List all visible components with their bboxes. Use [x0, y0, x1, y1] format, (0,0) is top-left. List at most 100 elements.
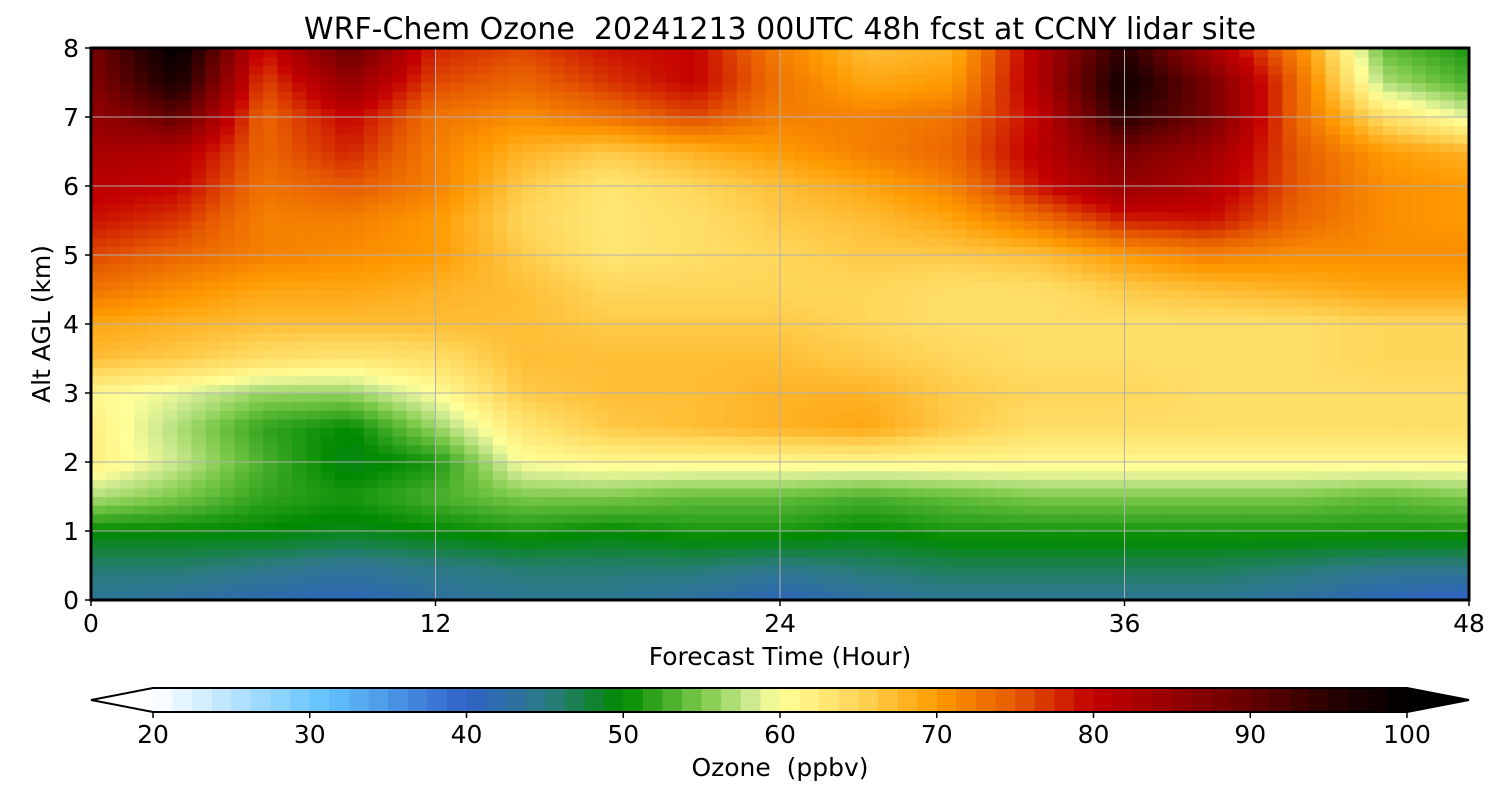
heatmap-cell [105, 220, 121, 230]
heatmap-cell [148, 349, 164, 360]
heatmap-cell [823, 401, 839, 411]
heatmap-cell [1224, 393, 1240, 403]
heatmap-cell [794, 384, 810, 394]
heatmap-cell [780, 453, 795, 463]
heatmap-cell [1081, 444, 1097, 454]
heatmap-cell [1124, 479, 1140, 489]
heatmap-cell [1110, 591, 1126, 600]
heatmap-cell [751, 410, 767, 420]
heatmap-cell [1382, 160, 1398, 170]
heatmap-cell [550, 168, 566, 178]
heatmap-cell [1282, 531, 1298, 541]
heatmap-cell [866, 548, 882, 558]
heatmap-cell [1411, 565, 1427, 575]
heatmap-cell [1296, 263, 1312, 273]
heatmap-cell [808, 453, 824, 463]
heatmap-cell [1167, 453, 1183, 463]
heatmap-cell [665, 211, 681, 222]
heatmap-cell [1067, 531, 1083, 541]
heatmap-cell [349, 306, 365, 316]
heatmap-cell [894, 470, 910, 480]
heatmap-cell [220, 375, 236, 385]
heatmap-cell [780, 358, 795, 368]
heatmap-cell [1052, 574, 1068, 584]
heatmap-cell [980, 427, 996, 437]
heatmap-cell [1181, 237, 1197, 247]
heatmap-cell [119, 462, 135, 472]
heatmap-cell [1282, 479, 1298, 489]
heatmap-cell [1067, 453, 1083, 463]
heatmap-cell [220, 349, 236, 360]
heatmap-cell [780, 220, 795, 230]
heatmap-cell [1052, 177, 1068, 187]
heatmap-cell [234, 194, 250, 204]
heatmap-cell [923, 591, 939, 600]
heatmap-cell [1325, 332, 1341, 342]
heatmap-cell [1411, 263, 1427, 273]
heatmap-cell [980, 401, 996, 411]
heatmap-cell [794, 246, 810, 256]
heatmap-cell [1110, 332, 1126, 342]
heatmap-cell [521, 453, 537, 463]
heatmap-cell [435, 168, 451, 178]
heatmap-cell [177, 522, 193, 532]
heatmap-cell [1110, 229, 1126, 239]
heatmap-cell [1411, 574, 1427, 584]
heatmap-cell [923, 298, 939, 308]
heatmap-cell [966, 177, 982, 187]
heatmap-cell [248, 272, 264, 282]
heatmap-cell [937, 194, 953, 204]
heatmap-cell [363, 574, 379, 584]
heatmap-cell [177, 453, 193, 463]
heatmap-cell [1210, 168, 1226, 178]
heatmap-cell [622, 306, 638, 316]
heatmap-cell [1138, 255, 1154, 265]
heatmap-cell [593, 341, 609, 351]
heatmap-cell [205, 556, 221, 567]
heatmap-cell [535, 427, 551, 437]
heatmap-cell [937, 367, 953, 377]
heatmap-cell [406, 487, 422, 498]
heatmap-cell [1038, 160, 1054, 170]
heatmap-cell [708, 358, 724, 368]
heatmap-cell [1339, 556, 1355, 567]
heatmap-cell [693, 582, 709, 592]
heatmap-cell [636, 375, 652, 385]
heatmap-cell [866, 151, 882, 161]
heatmap-cell [349, 479, 365, 489]
heatmap-cell [780, 367, 795, 377]
heatmap-cell [406, 436, 422, 446]
heatmap-cell [378, 591, 394, 600]
heatmap-cell [105, 393, 121, 403]
heatmap-cell [335, 462, 350, 472]
heatmap-cell [392, 574, 408, 584]
heatmap-cell [435, 237, 451, 247]
heatmap-cell [1382, 470, 1398, 480]
heatmap-cell [277, 332, 293, 342]
heatmap-cell [363, 177, 379, 187]
heatmap-cell [1368, 427, 1384, 437]
heatmap-cell [980, 237, 996, 247]
heatmap-cell [392, 436, 408, 446]
heatmap-cell [1411, 556, 1427, 567]
heatmap-cell [722, 487, 738, 498]
heatmap-cell [980, 384, 996, 394]
heatmap-cell [708, 582, 724, 592]
heatmap-cell [521, 418, 537, 429]
heatmap-cell [1296, 332, 1312, 342]
heatmap-cell [1311, 513, 1327, 523]
heatmap-cell [722, 574, 738, 584]
heatmap-cell [866, 479, 882, 489]
heatmap-cell [1239, 272, 1255, 282]
heatmap-cell [952, 574, 968, 584]
heatmap-cell [736, 332, 752, 342]
heatmap-cell [449, 574, 465, 584]
heatmap-cell [1196, 444, 1212, 454]
heatmap-cell [105, 324, 121, 334]
heatmap-cell [980, 410, 996, 420]
heatmap-cell [708, 591, 724, 600]
heatmap-cell [449, 548, 465, 558]
heatmap-cell [478, 410, 494, 420]
heatmap-cell [679, 470, 695, 480]
heatmap-cell [1268, 375, 1283, 385]
